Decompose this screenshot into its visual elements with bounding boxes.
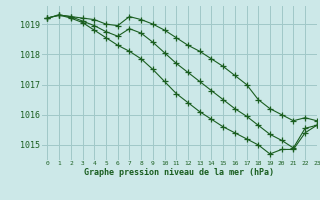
X-axis label: Graphe pression niveau de la mer (hPa): Graphe pression niveau de la mer (hPa) (84, 168, 274, 177)
